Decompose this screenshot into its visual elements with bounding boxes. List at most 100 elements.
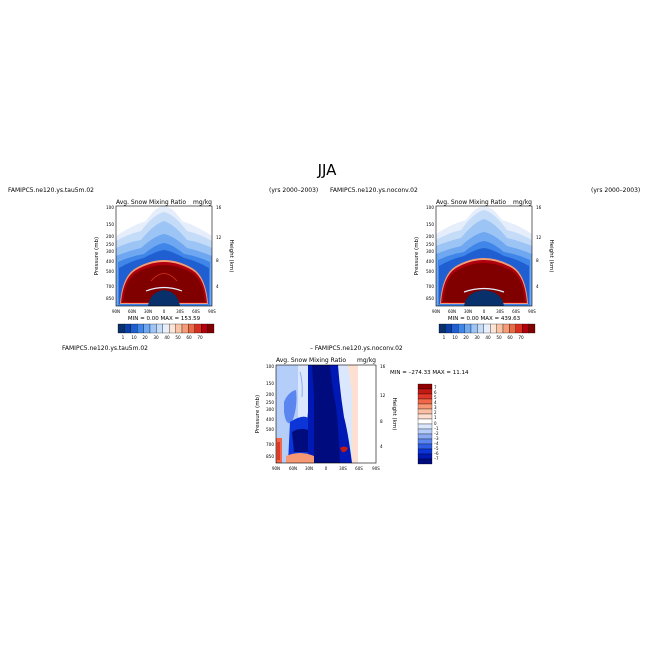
right-colorbar-swatches <box>438 323 536 334</box>
colorbar-swatch <box>438 323 446 334</box>
colorbar-swatch <box>175 323 183 334</box>
colorbar-swatch <box>156 323 163 334</box>
svg-text:5: 5 <box>434 395 437 400</box>
diff-y-axis-label: Pressure (mb) <box>255 395 261 433</box>
svg-text:90S: 90S <box>372 466 380 471</box>
svg-text:12: 12 <box>536 235 542 240</box>
diff-y-ticks-right: 16 12 8 4 <box>380 364 386 449</box>
colorbar-swatch <box>417 403 433 410</box>
svg-text:–7: –7 <box>434 456 439 461</box>
right-stats: MIN = 0.00 MAX = 439.63 <box>448 316 521 322</box>
right-case-label: FAMIPC5.ne120.ys.noconv.02 <box>330 187 418 194</box>
svg-text:70: 70 <box>518 335 524 340</box>
colorbar-swatch <box>458 323 465 334</box>
svg-text:30N: 30N <box>305 466 313 471</box>
svg-text:90N: 90N <box>272 466 280 471</box>
colorbar-swatch <box>417 383 433 390</box>
colorbar-swatch <box>464 323 472 334</box>
svg-text:–3: –3 <box>434 436 439 441</box>
colorbar-swatch <box>207 323 215 334</box>
svg-text:–2: –2 <box>434 431 439 436</box>
diff-colorbar: 765 432 10–1 –2–3–4 –5–6–7 <box>417 383 439 465</box>
svg-text:8: 8 <box>380 419 383 424</box>
svg-text:40: 40 <box>485 335 491 340</box>
svg-text:7: 7 <box>434 385 437 390</box>
right-y-axis-label-right: Height (km) <box>548 240 554 273</box>
left-colorbar: 1 10 20 30 40 50 60 70 <box>117 323 215 340</box>
colorbar-swatch <box>181 323 189 334</box>
colorbar-swatch <box>417 458 433 465</box>
colorbar-swatch <box>451 323 459 334</box>
right-y-ticks-right: 16 12 8 4 <box>536 205 542 289</box>
left-colorbar-swatches <box>117 323 215 334</box>
right-colorbar-labels: 1 10 20 30 40 50 60 70 <box>443 335 524 340</box>
colorbar-swatch <box>417 438 433 445</box>
svg-text:200: 200 <box>106 234 114 239</box>
svg-text:4: 4 <box>216 284 219 289</box>
svg-text:400: 400 <box>266 417 274 422</box>
svg-text:700: 700 <box>106 284 114 289</box>
colorbar-swatch <box>417 418 433 425</box>
svg-text:500: 500 <box>106 269 114 274</box>
left-x-ticks: 90N 60N 30N 0 30S 60S 90S <box>112 309 216 314</box>
svg-text:100: 100 <box>106 205 114 210</box>
left-y-axis-label-right: Height (km) <box>228 240 234 273</box>
svg-text:0: 0 <box>163 309 166 314</box>
svg-text:200: 200 <box>426 234 434 239</box>
left-contour-field <box>116 206 212 306</box>
colorbar-swatch <box>149 323 157 334</box>
svg-text:1: 1 <box>443 335 446 340</box>
svg-text:500: 500 <box>266 427 274 432</box>
svg-text:60: 60 <box>507 335 513 340</box>
colorbar-swatch <box>445 323 452 334</box>
colorbar-swatch <box>483 323 491 334</box>
colorbar-swatch <box>417 388 433 395</box>
right-units: mg/kg <box>513 199 532 206</box>
diff-contour-panel: Avg. Snow Mixing Ratio mg/kg 100 150 200 2… <box>255 357 397 471</box>
svg-text:60S: 60S <box>355 466 363 471</box>
svg-text:8: 8 <box>536 258 539 263</box>
svg-text:60: 60 <box>186 335 192 340</box>
page-title: JJA <box>317 161 337 179</box>
right-contour-field <box>436 206 532 306</box>
diff-units: mg/kg <box>357 357 376 364</box>
svg-text:30N: 30N <box>464 309 472 314</box>
svg-text:40: 40 <box>164 335 170 340</box>
svg-text:60N: 60N <box>289 466 297 471</box>
colorbar-swatch <box>194 323 202 334</box>
left-var-title: Avg. Snow Mixing Ratio <box>116 199 186 206</box>
svg-text:90S: 90S <box>528 309 536 314</box>
left-y-axis-label: Pressure (mb) <box>94 237 100 275</box>
colorbar-swatch <box>417 433 433 440</box>
diff-case-a-label: FAMIPC5.ne120.ys.tau5m.02 <box>62 345 148 352</box>
svg-text:850: 850 <box>266 454 274 459</box>
svg-text:20: 20 <box>463 335 469 340</box>
svg-text:300: 300 <box>106 249 114 254</box>
colorbar-swatch <box>496 323 504 334</box>
svg-text:400: 400 <box>106 259 114 264</box>
svg-text:1: 1 <box>434 415 437 420</box>
colorbar-swatch <box>201 323 208 334</box>
diff-x-ticks: 90N 60N 30N 0 30S 60S 90S <box>272 466 380 471</box>
svg-text:90S: 90S <box>208 309 216 314</box>
colorbar-swatch <box>117 323 125 334</box>
colorbar-swatch <box>124 323 131 334</box>
svg-text:30S: 30S <box>496 309 504 314</box>
svg-text:30: 30 <box>474 335 480 340</box>
colorbar-swatch <box>417 398 433 405</box>
svg-text:60N: 60N <box>448 309 456 314</box>
colorbar-swatch <box>417 413 433 420</box>
svg-text:700: 700 <box>426 284 434 289</box>
left-y-ticks: 100 150 200 250 300 400 500 700 850 <box>106 205 114 301</box>
diff-var-title: Avg. Snow Mixing Ratio <box>276 357 346 364</box>
colorbar-swatch <box>470 323 478 334</box>
diff-colorbar-labels: 765 432 10–1 –2–3–4 –5–6–7 <box>434 385 439 461</box>
colorbar-swatch <box>417 423 433 430</box>
svg-text:1: 1 <box>122 335 125 340</box>
svg-text:200: 200 <box>266 392 274 397</box>
svg-text:4: 4 <box>434 400 437 405</box>
svg-text:60S: 60S <box>512 309 520 314</box>
svg-text:300: 300 <box>426 249 434 254</box>
right-y-ticks: 100 150 200 250 300 400 500 700 850 <box>426 205 434 301</box>
colorbar-swatch <box>417 408 433 415</box>
